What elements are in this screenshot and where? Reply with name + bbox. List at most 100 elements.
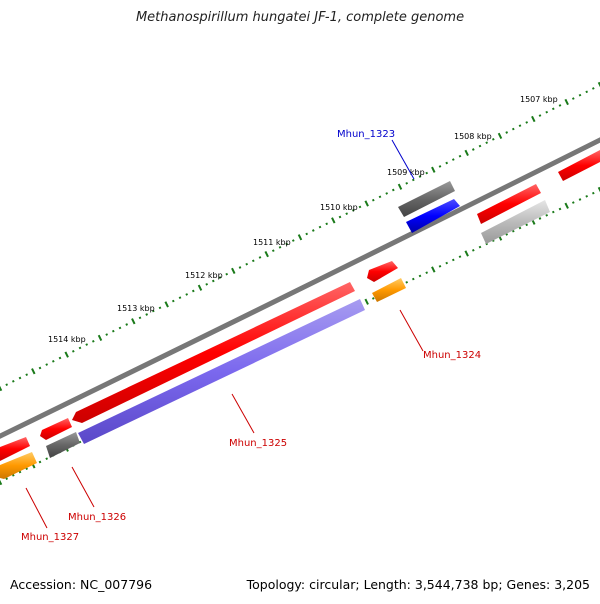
callout-line-1327: [25, 487, 48, 529]
genome-title: Methanospirillum hungatei JF-1, complete…: [135, 10, 465, 25]
callout-line-1323: [391, 139, 415, 180]
outer-ring-minor-tick: [91, 339, 95, 343]
outer-ring-minor-tick: [85, 343, 89, 346]
gene-label-1325[interactable]: Mhun_1325: [229, 438, 287, 449]
outer-ring-minor-tick: [158, 306, 162, 310]
kbp-label-1508: 1508 kbp: [454, 132, 492, 141]
outer-ring-minor-tick: [345, 212, 349, 216]
outer-ring-minor-tick: [558, 104, 562, 107]
inner-ring-minor-tick: [405, 280, 409, 284]
outer-ring-minor-tick: [278, 245, 282, 249]
kbp-label-1513: 1513 kbp: [117, 304, 155, 313]
outer-ring-major-tick: [97, 334, 103, 342]
inner-ring-major-tick: [431, 266, 436, 273]
outer-ring-minor-tick: [318, 225, 322, 229]
outer-ring-minor-tick: [271, 249, 275, 253]
callout-line-1324: [399, 309, 424, 352]
outer-ring-minor-tick: [338, 215, 342, 219]
outer-ring-major-tick: [31, 368, 36, 375]
gene-forward-1327-region[interactable]: [0, 437, 30, 461]
gene-forward-far-right[interactable]: [558, 150, 600, 181]
gene-label-1326[interactable]: Mhun_1326: [68, 512, 126, 523]
outer-ring-major-tick: [197, 284, 203, 291]
outer-ring-minor-tick: [11, 379, 15, 383]
inner-ring-minor-tick: [458, 255, 462, 259]
gene-forward-long[interactable]: [72, 282, 355, 423]
gene-grey-outer[interactable]: [398, 181, 455, 217]
inner-ring-minor-tick: [411, 277, 415, 281]
outer-ring-minor-tick: [358, 205, 362, 209]
outer-ring-minor-tick: [118, 326, 122, 330]
outer-ring-minor-tick: [585, 90, 589, 94]
outer-ring-minor-tick: [191, 289, 195, 293]
gene-mhun-1327[interactable]: [0, 452, 37, 479]
outer-ring-minor-tick: [78, 346, 82, 350]
outer-ring-minor-tick: [258, 256, 262, 259]
outer-ring-major-tick: [297, 234, 303, 241]
kbp-label-1510: 1510 kbp: [320, 203, 358, 212]
outer-ring-minor-tick: [325, 222, 329, 226]
kbp-label-1507: 1507 kbp: [520, 95, 558, 104]
outer-ring-minor-tick: [25, 373, 29, 377]
gene-mhun-1326[interactable]: [46, 432, 80, 458]
outer-ring-minor-tick: [211, 279, 215, 283]
inner-ring-major-tick: [464, 250, 469, 257]
outer-ring-major-tick: [564, 98, 569, 106]
inner-ring-minor-tick: [471, 248, 475, 252]
outer-ring-major-tick: [164, 301, 169, 308]
outer-ring-minor-tick: [205, 282, 209, 286]
outer-ring-minor-tick: [505, 131, 509, 134]
outer-ring-minor-tick: [445, 161, 449, 165]
outer-ring-minor-tick: [45, 363, 49, 366]
outer-ring-minor-tick: [518, 124, 522, 128]
kbp-label-1509: 1509 kbp: [387, 168, 425, 177]
gene-mhun-1324[interactable]: [372, 278, 406, 302]
gene-label-1323[interactable]: Mhun_1323: [337, 129, 395, 140]
gene-forward-right[interactable]: [477, 184, 541, 224]
inner-ring-minor-tick: [478, 245, 482, 249]
inner-ring-minor-tick: [425, 271, 429, 275]
outer-ring-minor-tick: [58, 356, 62, 360]
outer-ring-minor-tick: [105, 333, 109, 336]
accession-label: Accession: NC_007796: [10, 577, 153, 592]
genome-backbone: [0, 137, 600, 439]
outer-ring-minor-tick: [145, 313, 149, 316]
inner-ring-minor-tick: [551, 210, 555, 214]
kbp-label-1512: 1512 kbp: [185, 271, 223, 280]
outer-ring-minor-tick: [218, 276, 222, 279]
outer-ring-minor-tick: [551, 107, 555, 111]
outer-ring-major-tick: [597, 81, 600, 89]
outer-ring-minor-tick: [38, 366, 42, 370]
outer-ring-minor-tick: [478, 144, 482, 148]
gene-forward-1324-region[interactable]: [367, 261, 398, 282]
inner-ring-minor-tick: [5, 477, 9, 481]
gene-forward-1326-region[interactable]: [40, 418, 72, 440]
outer-ring-minor-tick: [525, 121, 529, 124]
gene-mhun-1323[interactable]: [406, 199, 460, 233]
outer-ring-minor-tick: [438, 165, 442, 168]
outer-ring-minor-tick: [471, 148, 475, 151]
inner-ring-minor-tick: [558, 207, 562, 211]
outer-ring-minor-tick: [71, 349, 75, 353]
inner-ring-minor-tick: [451, 258, 455, 262]
callout-line-1326: [71, 466, 95, 508]
kbp-labels: 1507 kbp 1508 kbp 1509 kbp 1510 kbp 1511…: [48, 95, 558, 344]
gene-light-grey-right[interactable]: [481, 200, 550, 244]
outer-ring-minor-tick: [125, 323, 129, 326]
inner-ring-minor-tick: [591, 191, 595, 195]
gene-label-1327[interactable]: Mhun_1327: [21, 532, 79, 543]
outer-ring-minor-tick: [311, 229, 315, 232]
outer-ring-minor-tick: [285, 242, 289, 246]
callout-line-1325: [231, 393, 255, 434]
outer-ring-minor-tick: [578, 93, 582, 97]
inner-ring-minor-tick: [545, 213, 549, 217]
gene-label-1324[interactable]: Mhun_1324: [423, 350, 481, 361]
gene-mhun-1325[interactable]: [78, 299, 365, 444]
outer-ring-minor-tick: [291, 239, 295, 242]
outer-ring-minor-tick: [485, 141, 489, 145]
outer-ring-minor-tick: [238, 266, 242, 269]
outer-ring-minor-tick: [305, 232, 309, 236]
inner-ring-minor-tick: [571, 201, 575, 204]
outer-ring-major-tick: [264, 250, 269, 258]
